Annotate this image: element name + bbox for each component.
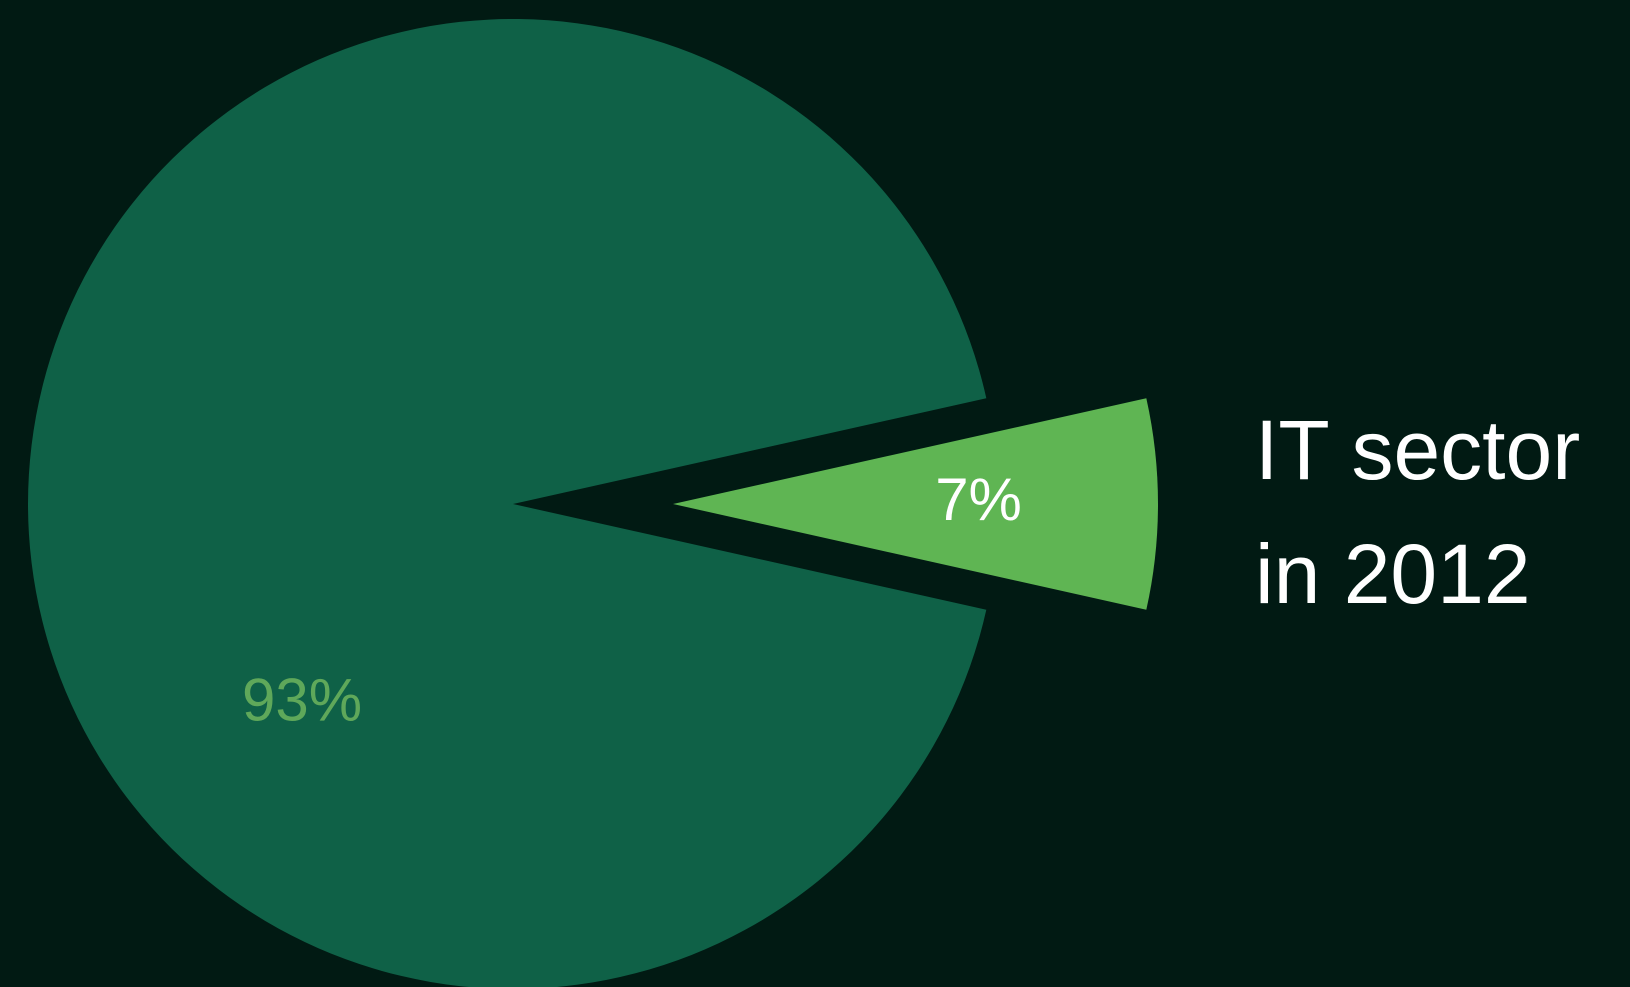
- chart-title-line-1: IT sector: [1255, 403, 1581, 497]
- slice-label-93: 93%: [242, 666, 362, 733]
- pie-slice-93: [28, 19, 987, 987]
- pie-slice-7: [673, 398, 1158, 610]
- chart-title: IT sector in 2012: [1255, 388, 1580, 636]
- chart-title-line-2: in 2012: [1255, 527, 1531, 621]
- slice-label-7: 7%: [935, 466, 1022, 533]
